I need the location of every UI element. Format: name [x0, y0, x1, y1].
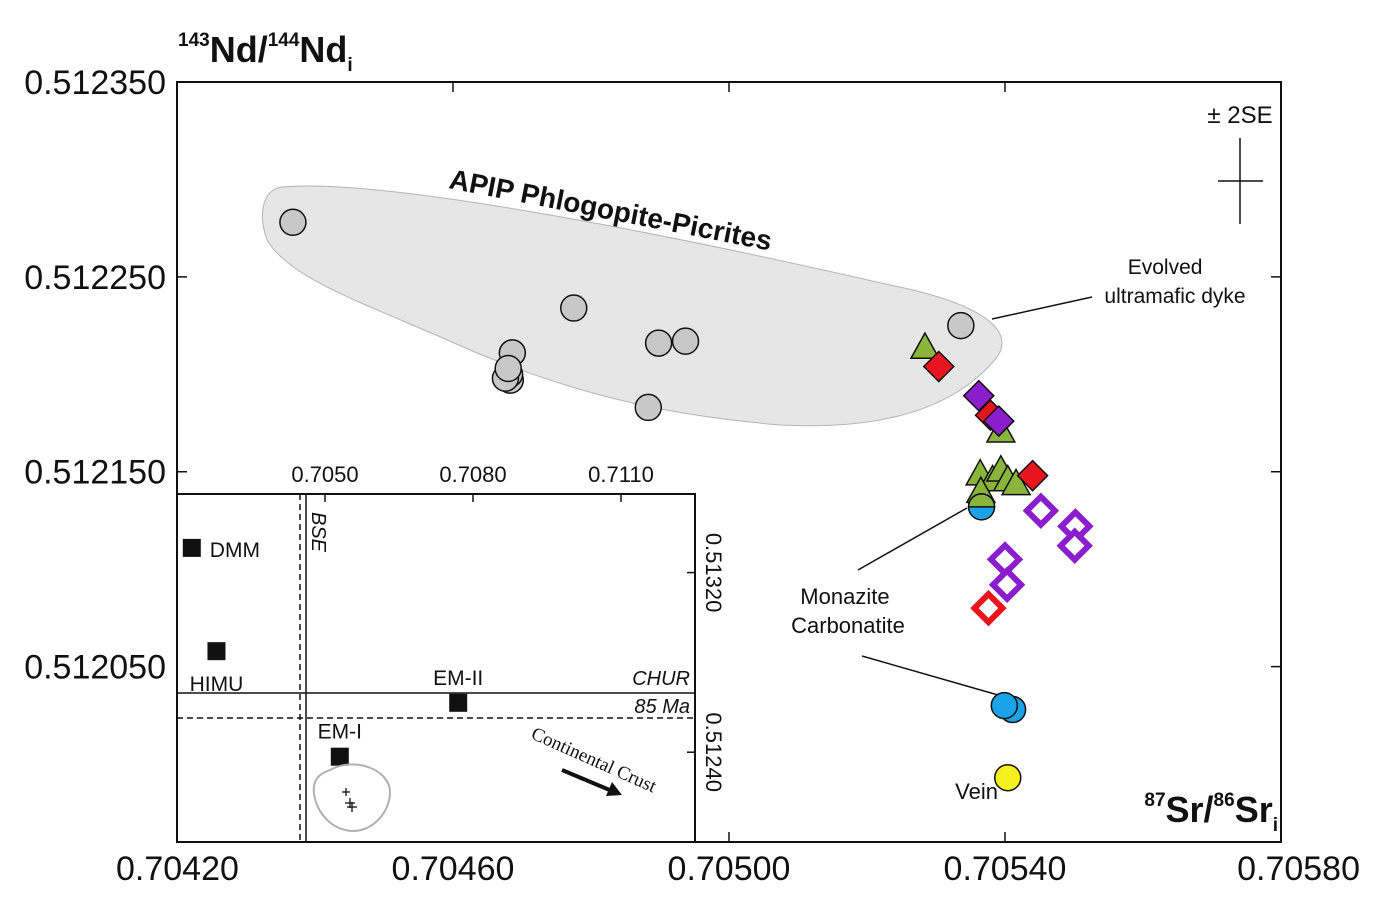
vein-label: Vein	[955, 779, 998, 804]
inset-end-members: DMM HIMU EM-II EM-I	[182, 538, 483, 766]
data-point-circle	[990, 691, 1019, 720]
inset-x-tick-label: 0.7110	[588, 462, 654, 487]
end-member-label: EM-II	[433, 667, 483, 690]
data-point-triangle	[909, 331, 941, 359]
inset-x-tick-label: 0.7050	[291, 462, 358, 487]
inset-x-tick-label: 0.7080	[439, 462, 506, 487]
inset-sample-field	[312, 763, 392, 833]
end-member-marker	[449, 693, 468, 712]
x-tick-label: 0.70420	[116, 850, 239, 888]
x-tick-label: 0.70460	[392, 850, 515, 888]
end-member-marker	[330, 747, 349, 766]
data-point-circle	[634, 393, 663, 422]
data-point-open-diamond	[1056, 527, 1093, 565]
x-axis-title: 87Sr/86Sri	[1144, 789, 1278, 836]
inset-y-ticks: 0.51320 0.51240	[687, 533, 726, 792]
y-tick-label: 0.512150	[24, 454, 166, 492]
y-tick-label: 0.512350	[24, 64, 166, 102]
error-bar-label: ± 2SE	[1207, 102, 1272, 129]
inset-frame	[176, 493, 696, 843]
y-axis-title: 143Nd/144Ndi	[178, 29, 353, 76]
x-tick-label: 0.70500	[668, 850, 791, 888]
end-member-marker	[182, 538, 201, 557]
inset-sample-crosses	[342, 788, 357, 812]
end-member-label: HIMU	[190, 673, 244, 696]
data-point-circle	[994, 763, 1022, 792]
inset-chart: 0.7050 0.7080 0.7110 0.51320 0.51240 BSE CH…	[176, 462, 726, 843]
inset-y-tick-label: 0.51320	[701, 533, 726, 613]
age-label: 85 Ma	[634, 696, 690, 718]
data-point-circle	[644, 329, 673, 357]
continental-crust-arrow	[561, 768, 622, 796]
bse-label: BSE	[307, 512, 329, 553]
y-tick-label: 0.512250	[24, 259, 166, 297]
monazite-leader-lower	[861, 655, 1006, 698]
end-member-label: DMM	[210, 539, 260, 562]
x-axis-ticks: 0.70420 0.70460 0.70500 0.70540 0.70580	[116, 82, 1360, 888]
data-points	[279, 208, 1094, 792]
evolved-leader	[991, 296, 1093, 320]
chur-label: CHUR	[632, 668, 690, 690]
monazite-label: Monazite Carbonatite	[791, 584, 905, 638]
end-member-marker	[207, 642, 226, 661]
data-point-diamond	[982, 405, 1015, 438]
data-point-circle	[671, 327, 700, 355]
data-point-open-diamond	[970, 589, 1007, 627]
x-tick-label: 0.70580	[1237, 850, 1360, 888]
data-point-circle	[947, 311, 975, 340]
data-point-open-diamond	[988, 566, 1026, 604]
data-point-circle	[560, 294, 588, 322]
data-point-diamond	[962, 379, 995, 412]
monazite-leader-upper	[857, 507, 968, 571]
apip-field	[261, 185, 1003, 427]
data-point-circle	[279, 208, 307, 237]
y-axis-ticks: 0.512350 0.512250 0.512150 0.512050	[24, 64, 1281, 687]
x-tick-label: 0.70540	[944, 850, 1067, 888]
evolved-label: Evolved ultramafic dyke	[1104, 256, 1245, 308]
inset-y-tick-label: 0.51240	[701, 712, 726, 792]
data-point-circle	[494, 354, 522, 383]
inset-x-ticks: 0.7050 0.7080 0.7110	[291, 462, 654, 502]
data-point-open-diamond	[1022, 492, 1060, 529]
y-tick-label: 0.512050	[24, 649, 166, 687]
end-member-label: EM-I	[318, 721, 362, 744]
error-bar: ± 2SE	[1207, 102, 1273, 224]
data-point-half-circle	[967, 493, 996, 521]
data-point-diamond	[922, 350, 955, 383]
data-point-diamond	[1016, 459, 1049, 492]
